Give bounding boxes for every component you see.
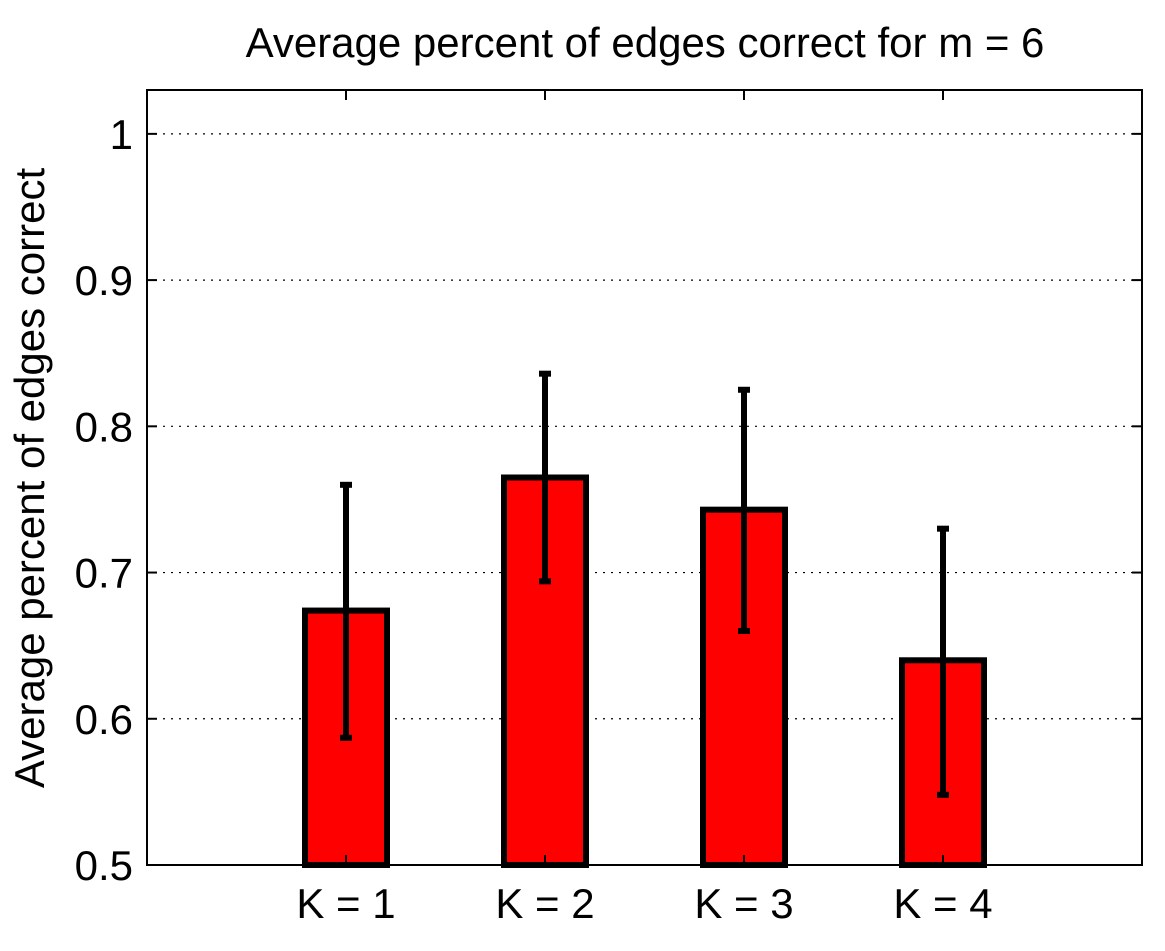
x-tick-label: K = 4 — [893, 880, 992, 927]
chart-title: Average percent of edges correct for m =… — [246, 19, 1045, 66]
error-bar — [340, 481, 352, 741]
y-tick-label: 0.9 — [75, 257, 133, 304]
x-tick-label: K = 2 — [495, 880, 594, 927]
error-bar — [539, 370, 551, 585]
plot-area-frame — [146, 89, 1143, 866]
error-bars — [340, 370, 949, 798]
gridlines — [147, 133, 1142, 720]
error-bar — [738, 386, 750, 635]
x-tick-label: K = 3 — [694, 880, 793, 927]
y-tick-label: 0.8 — [75, 403, 133, 450]
y-tick-label: 1 — [110, 111, 133, 158]
y-axis-label: Average percent of edges correct — [6, 168, 53, 789]
y-tick-label: 0.7 — [75, 550, 133, 597]
x-tick-label: K = 1 — [296, 880, 395, 927]
y-tick-label: 0.5 — [75, 842, 133, 889]
bars — [302, 474, 987, 868]
x-axis-ticks: K = 1 K = 2 K = 3 K = 4 — [296, 90, 993, 927]
y-axis-ticks: 0.5 0.6 0.7 0.8 0.9 1 — [75, 111, 1142, 889]
error-bar — [937, 525, 949, 798]
y-tick-label: 0.6 — [75, 696, 133, 743]
